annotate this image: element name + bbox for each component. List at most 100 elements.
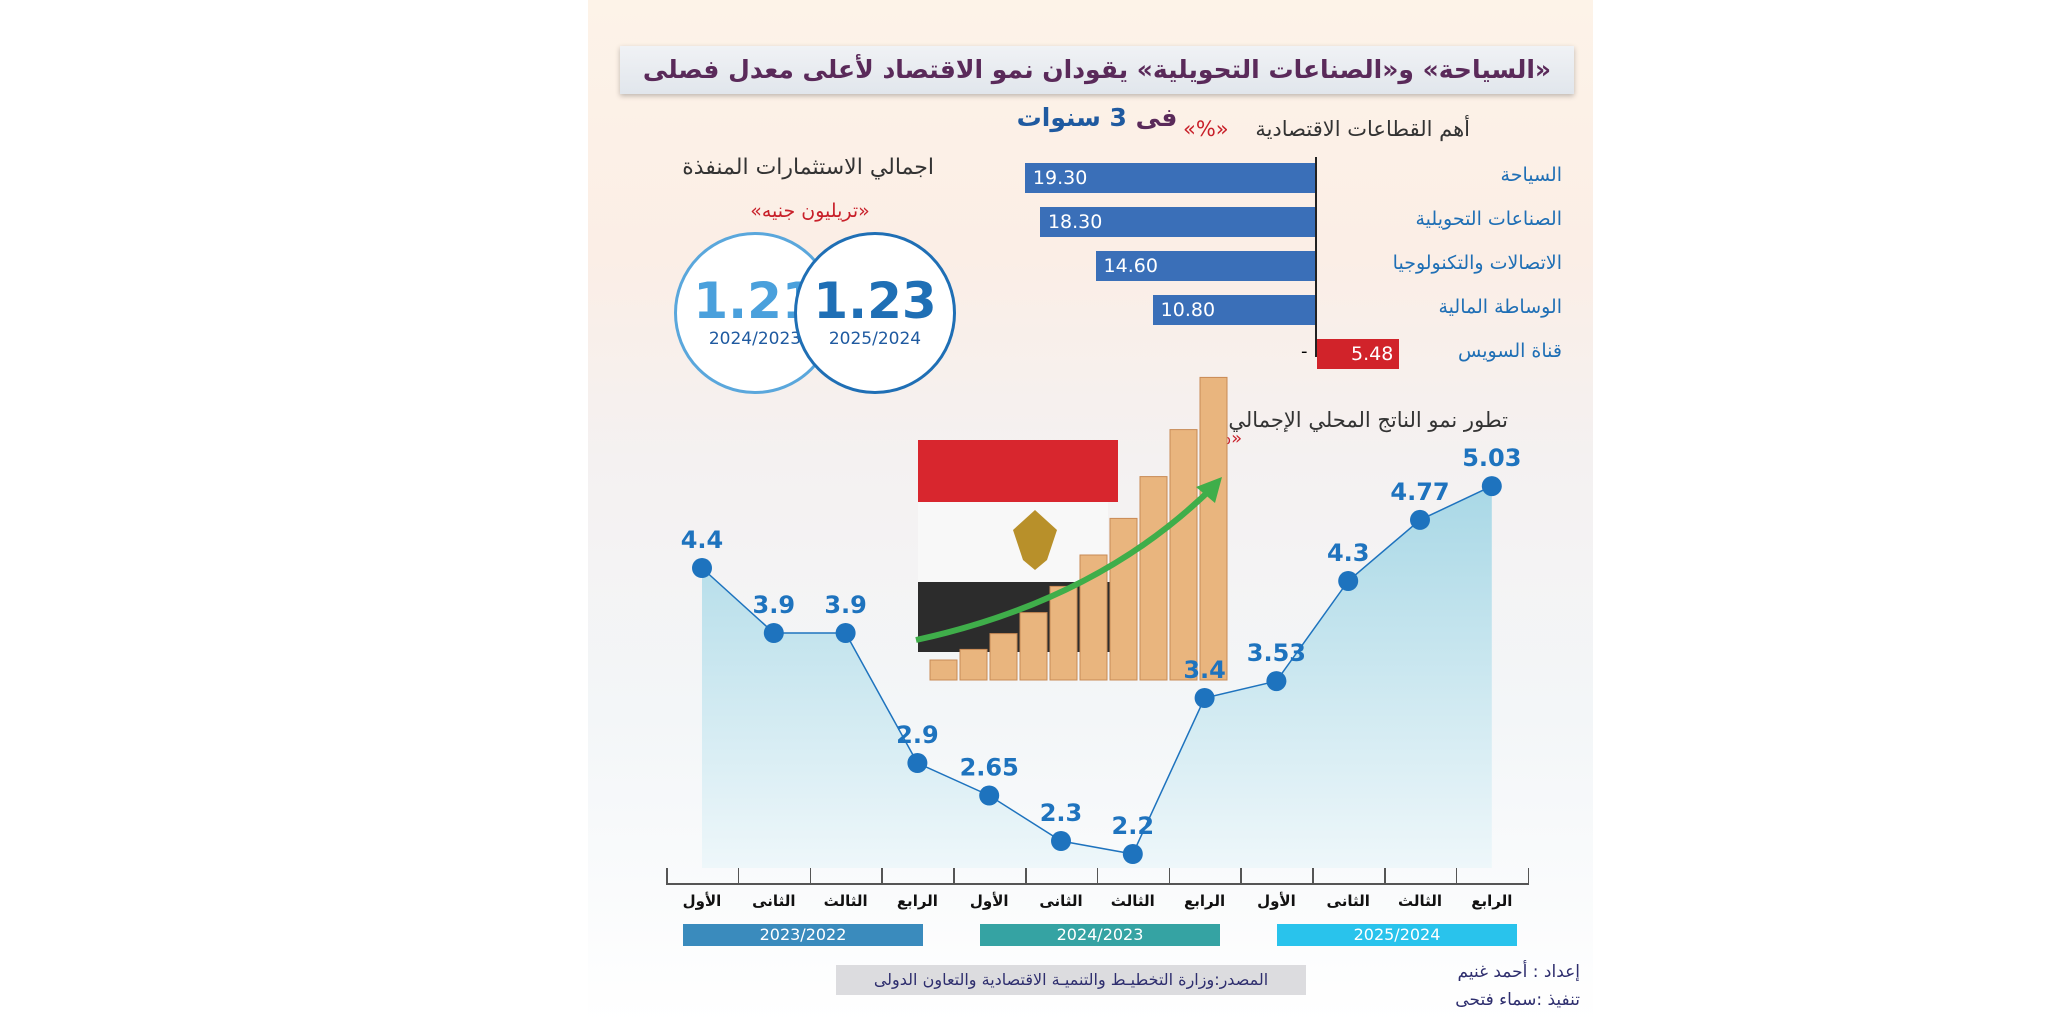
data-point [1410,509,1430,530]
bar-value-label: 10.80 [1160,299,1216,321]
x-axis-tick [1240,868,1242,884]
investments-unit: «تريليون جنيه» [750,200,870,222]
series-line [701,485,1493,855]
x-axis-line [666,883,1529,885]
data-label: 2.2 [1112,812,1155,840]
category-label: قناة السويس [1458,340,1562,362]
year-group-label: 2023/2022 [683,924,923,946]
data-label: 2.3 [1040,799,1083,827]
designed-by: تنفيذ :سماء فتحى [1455,990,1580,1010]
source-note: المصدر:وزارة التخطيـط والتنميـة الاقتصاد… [836,965,1306,995]
coin-stack [1169,429,1198,681]
x-axis-tick [1168,868,1171,884]
x-axis-tick [881,868,883,884]
coin-stack [1019,612,1048,681]
investment-value: 1.23 [813,272,937,330]
coin-stack [1049,585,1078,681]
investments-title: اجمالي الاستثمارات المنفذة [682,155,934,180]
category-label: السياحة [1500,164,1562,186]
bar-chart-unit: «%» [1182,117,1229,141]
quarter-label: الأول [969,892,1009,910]
quarter-label: الأول [1257,892,1296,910]
title-text: «السياحة» و«الصناعات التحويلية» يقودان ن… [642,55,1552,132]
quarter-label: الرابع [896,892,938,910]
x-axis-tick [1096,868,1099,884]
coin-stack [959,648,988,681]
prepared-by: إعداد : أحمد غنيم [1457,962,1580,982]
x-axis-tick [809,868,812,884]
data-point [1051,831,1071,851]
data-label: 4.77 [1390,478,1449,506]
bar: 5.48 [1317,339,1400,369]
quarter-label: الرابع [1184,892,1226,910]
x-axis-tick [666,868,668,884]
bar: 14.60 [1095,251,1315,281]
quarter-label: الثانى [1326,892,1370,910]
x-axis-tick [953,868,955,884]
page-title: «السياحة» و«الصناعات التحويلية» يقودان ن… [620,46,1574,132]
title-text-highlight: 3 سنوات [1016,103,1127,132]
quarter-label: الثالث [823,892,868,910]
investment-circle-2024-2023: 1.21 2024/2023 [674,232,836,394]
category-label: الوساطة المالية [1438,296,1563,318]
bar-value-label: 19.30 [1032,167,1088,189]
data-point [1338,571,1359,591]
x-axis-tick [1455,868,1458,884]
growth-arrow-icon [915,482,1218,643]
bar-value-label: 18.30 [1047,211,1103,233]
line-chart: 4.4 3.9 3.9 2.9 2.65 2.3 2.2 3.4 3.53 4.3 4.77 5.03 [681,376,1521,868]
line-chart-title: تطور نمو الناتج المحلي الإجمالي [1228,408,1508,432]
area-fill [702,486,1492,868]
bar: 19.30 [1024,163,1315,193]
coin-stack [1199,376,1228,681]
data-label: 3.53 [1247,639,1306,667]
data-point [1481,476,1502,497]
bar-chart-title-text: أهم القطاعات الاقتصادية [1255,117,1470,141]
bar-value-label: 14.60 [1103,255,1158,277]
data-label: 4.4 [681,526,724,554]
category-label: الصناعات التحويلية [1415,208,1563,230]
data-label: 3.4 [1183,656,1226,684]
negative-marker: - [1301,341,1308,362]
x-axis-tick [1527,868,1530,884]
data-point [907,753,928,773]
quarter-label: الثانى [752,892,796,910]
quarter-label: الثالث [1110,892,1155,910]
year-group-label: 2025/2024 [1277,924,1517,946]
data-label: 3.9 [824,591,867,619]
x-axis-tick [1025,868,1027,884]
investment-year: 2024/2023 [708,329,802,349]
bar-chart-title: أهم القطاعات الاقتصادية «%» [1180,117,1470,141]
data-point [1194,688,1215,708]
coin-stack [929,659,958,681]
data-point [1266,671,1287,692]
data-point [763,623,784,643]
bar: 10.80 [1152,295,1315,325]
investment-circle-2025-2024: 1.23 2025/2024 [794,232,956,394]
x-axis-tick [1312,868,1314,884]
x-axis-tick [737,868,740,884]
growth-arrow-head-icon [1196,477,1222,503]
coin-stack [1139,476,1168,681]
data-label: 4.3 [1327,539,1370,567]
data-label: 5.03 [1462,444,1521,472]
data-point [979,785,1000,806]
category-label: الاتصالات والتكنولوجيا [1392,252,1562,274]
coin-stack [989,633,1018,681]
bar: 18.30 [1039,207,1315,237]
data-point [692,558,712,578]
quarter-label: الأول [682,892,722,910]
year-group-label: 2024/2023 [980,924,1220,946]
data-point [835,623,856,643]
bar-axis-line [1315,157,1317,357]
coin-stack [1109,517,1138,681]
data-label: 2.9 [896,721,939,749]
x-axis-tick [1384,868,1386,884]
quarter-label: الثانى [1039,892,1083,910]
quarter-label: الثالث [1397,892,1443,910]
coin-stacks [929,376,1228,681]
data-label: 3.9 [753,591,796,619]
eagle-emblem [1013,510,1057,570]
data-label: 2.65 [960,754,1019,782]
data-point [1122,844,1143,864]
